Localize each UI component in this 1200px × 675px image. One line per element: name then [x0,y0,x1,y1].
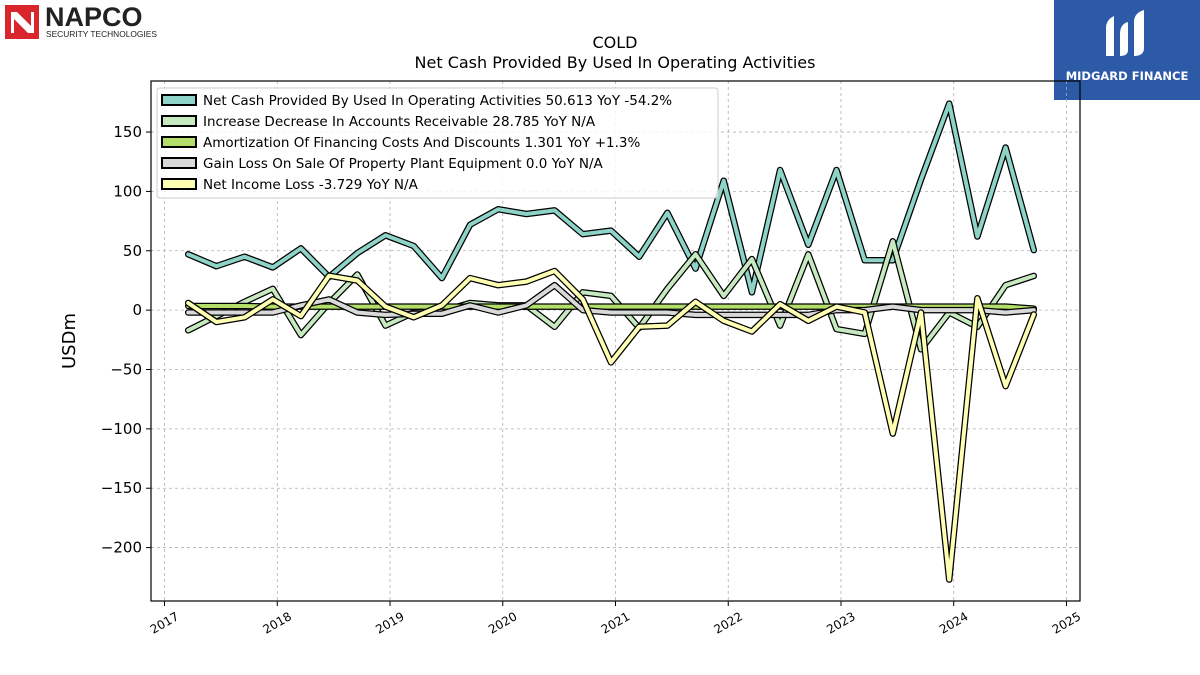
x-axis: 2017 2018 2019 2020 2021 2022 2023 2024 2025 [148,601,1083,637]
napco-logo-mark: NAPCO SECURITY TECHNOLOGIES [5,2,157,39]
series-increase-decrease-in-accounts-receivable [184,238,1038,353]
y-tick-label: 0 [132,301,142,319]
x-tick-label: 2019 [373,609,406,636]
legend-entry: Net Income Loss -3.729 YoY N/A [203,177,419,193]
napco-logo-name: NAPCO [45,4,143,32]
x-tick-label: 2020 [486,609,519,636]
legend-entry: Increase Decrease In Accounts Receivable… [203,114,596,130]
series-layer [184,100,1038,583]
legend-box [156,87,719,199]
chart-title: COLD [593,33,638,52]
x-tick-label: 2023 [824,609,857,636]
x-tick-label: 2022 [712,609,745,636]
legend-swatch [161,178,197,190]
legend: Net Cash Provided By Used In Operating A… [156,87,719,199]
series-gain-loss-on-sale-of-property-plant-equipment [184,281,1038,319]
y-tick-label: −100 [101,420,142,438]
y-tick-label: −150 [101,479,142,497]
legend-swatch [161,94,197,106]
x-tick-label: 2025 [1050,609,1083,636]
x-tick-label: 2021 [599,609,632,636]
series-line [186,283,1036,317]
y-tick-label: −200 [101,539,142,557]
legend-swatch [161,136,197,148]
series-line [186,269,1036,582]
midgard-logo-middle-stroke [1120,22,1128,56]
midgard-logo-mark [1106,10,1144,56]
legend-swatch [161,157,197,169]
y-axis-label: USDm [59,313,80,369]
legend-entry: Net Cash Provided By Used In Operating A… [203,93,672,109]
legend-swatch [161,115,197,127]
midgard-logo: MIDGARD FINANCE [1054,0,1200,100]
napco-logo: NAPCO SECURITY TECHNOLOGIES [4,2,214,40]
y-tick-label: −50 [110,360,142,378]
x-tick-label: 2018 [261,609,294,636]
midgard-logo-name: MIDGARD FINANCE [1065,69,1189,83]
y-axis: 150 100 50 0 −50 −100 −150 −200 [101,123,151,557]
chart-subtitle: Net Cash Provided By Used In Operating A… [415,53,816,72]
x-tick-label: 2017 [148,609,181,636]
x-tick-label: 2024 [937,609,970,636]
y-tick-label: 150 [113,123,142,141]
legend-entry: Amortization Of Financing Costs And Disc… [203,135,640,151]
series-line [186,239,1036,352]
series-net-income-loss [184,267,1038,583]
napco-logo-subtitle: SECURITY TECHNOLOGIES [46,29,157,39]
y-tick-label: 50 [123,242,142,260]
y-tick-label: 100 [113,182,142,200]
legend-entry: Gain Loss On Sale Of Property Plant Equi… [203,156,604,172]
midgard-logo-left-stroke [1106,16,1114,56]
napco-logo-n-shape [11,12,34,33]
midgard-logo-right-stroke [1134,10,1144,56]
